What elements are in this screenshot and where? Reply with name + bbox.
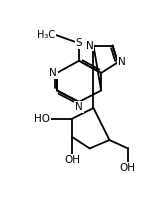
Text: N: N: [75, 102, 83, 112]
Text: S: S: [76, 38, 82, 48]
Text: N: N: [49, 68, 57, 78]
Text: OH: OH: [120, 163, 136, 173]
Text: HO: HO: [34, 114, 50, 124]
Text: OH: OH: [64, 155, 80, 165]
Text: N: N: [118, 57, 126, 67]
Text: H₃C: H₃C: [37, 30, 55, 40]
Text: N: N: [86, 40, 94, 50]
